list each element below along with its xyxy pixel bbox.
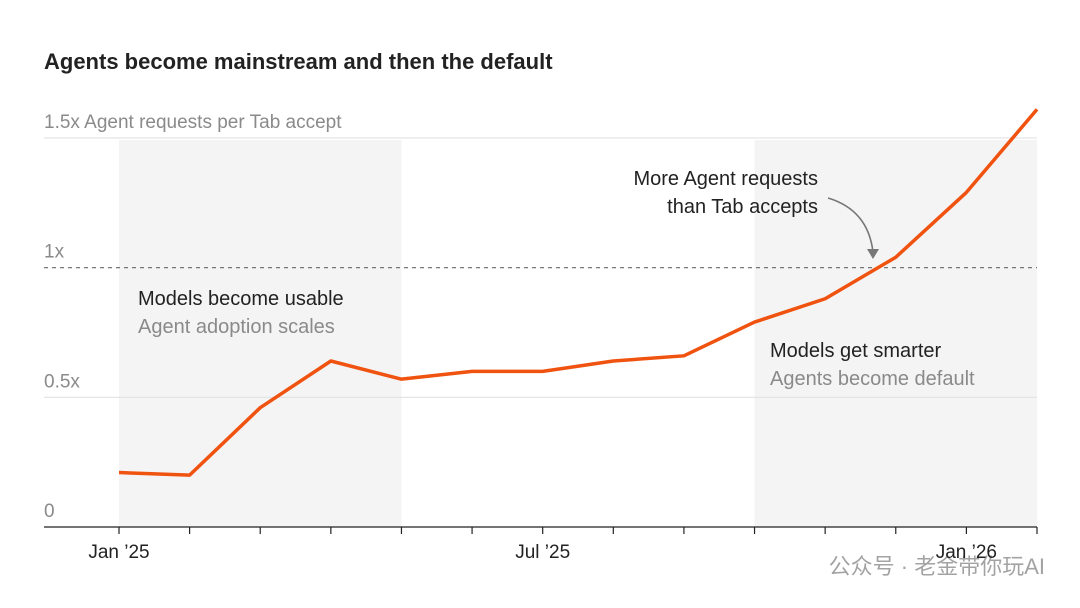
annotation: More Agent requests [633,168,818,190]
phase-title: Models get smarter [770,340,942,362]
phase-title: Models become usable [138,288,344,310]
arrow-head [867,249,879,259]
phase-band [754,140,1037,527]
phase-subtitle: Agent adoption scales [138,316,335,338]
annotation-arrow [827,197,874,253]
x-tick-label: Jan ’25 [88,542,149,563]
watermark: 公众号 · 老金带你玩AI [829,554,1045,579]
x-tick-label: Jul ’25 [515,542,570,563]
y-tick-label: 0 [44,501,55,522]
phase-band [119,140,402,527]
background [119,140,1037,527]
y-tick-label: 0.5x [44,371,80,392]
chart-title: Agents become mainstream and then the de… [44,49,553,74]
annotation: than Tab accepts [667,196,818,218]
data-line [118,108,1039,477]
phase-subtitle: Agents become default [770,368,975,390]
x-tick-label: Jan ’26 [936,542,997,563]
y-tick-label: 1x [44,242,65,263]
y-tick-label: 1.5x Agent requests per Tab accept [44,112,342,133]
